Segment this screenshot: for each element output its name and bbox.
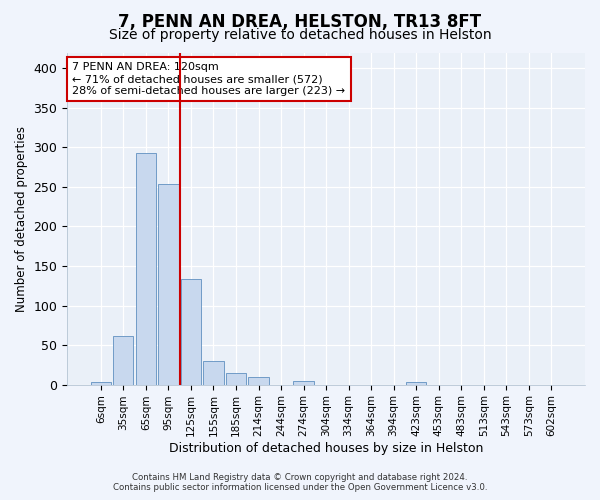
Bar xyxy=(293,380,314,384)
Text: 7 PENN AN DREA: 120sqm
← 71% of detached houses are smaller (572)
28% of semi-de: 7 PENN AN DREA: 120sqm ← 71% of detached… xyxy=(73,62,346,96)
Bar xyxy=(203,361,224,384)
Bar xyxy=(158,184,179,384)
Bar xyxy=(113,336,133,384)
Bar xyxy=(136,153,156,384)
Bar xyxy=(406,382,427,384)
Text: 7, PENN AN DREA, HELSTON, TR13 8FT: 7, PENN AN DREA, HELSTON, TR13 8FT xyxy=(118,12,482,30)
Text: Contains HM Land Registry data © Crown copyright and database right 2024.
Contai: Contains HM Land Registry data © Crown c… xyxy=(113,473,487,492)
X-axis label: Distribution of detached houses by size in Helston: Distribution of detached houses by size … xyxy=(169,442,483,455)
Bar xyxy=(91,382,111,384)
Bar xyxy=(248,376,269,384)
Bar xyxy=(181,280,201,384)
Text: Size of property relative to detached houses in Helston: Size of property relative to detached ho… xyxy=(109,28,491,42)
Bar xyxy=(226,372,246,384)
Y-axis label: Number of detached properties: Number of detached properties xyxy=(15,126,28,312)
